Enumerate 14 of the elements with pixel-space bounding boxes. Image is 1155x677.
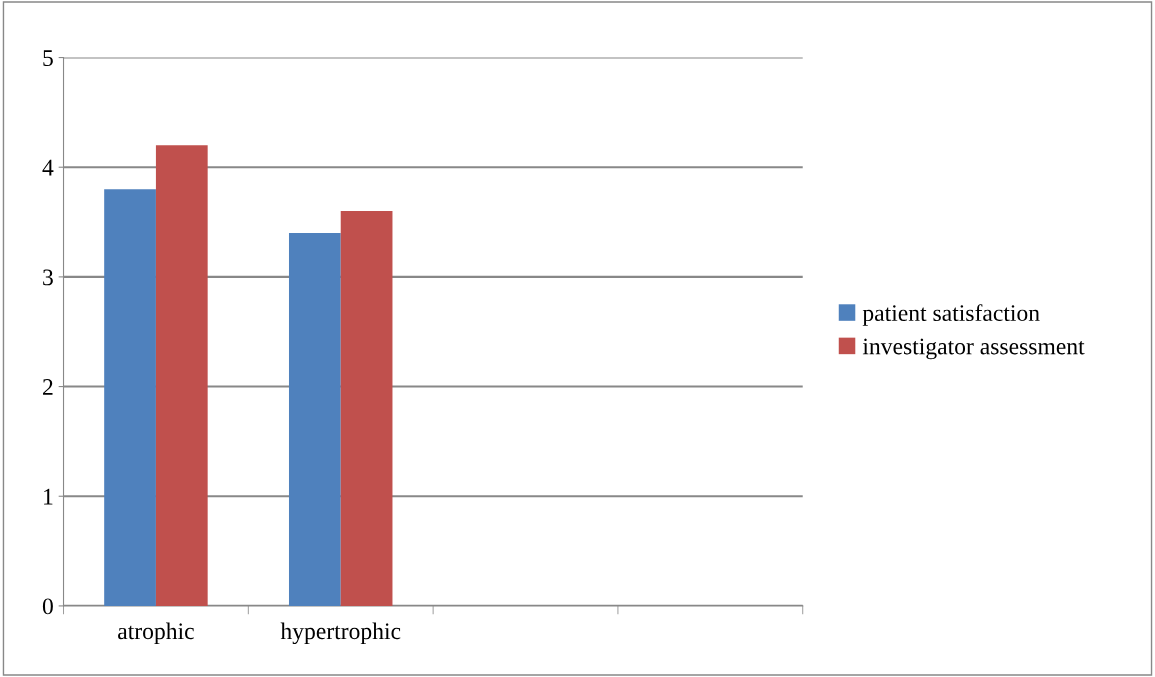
legend-label: investigator assessment xyxy=(862,338,1085,360)
bar xyxy=(155,145,208,606)
y-tick-label: 5 xyxy=(43,50,53,66)
x-tick-label: hypertrophic xyxy=(280,622,401,645)
bar xyxy=(340,211,393,606)
y-tick-label: 3 xyxy=(43,269,53,286)
x-tick-label: atrophic xyxy=(118,622,194,644)
bar xyxy=(288,233,341,606)
bar xyxy=(104,189,156,606)
y-tick-label: 0 xyxy=(42,598,53,615)
y-tick-label: 4 xyxy=(42,159,54,176)
y-tick-label: 1 xyxy=(44,488,53,505)
y-tick-label: 2 xyxy=(43,379,53,395)
legend-label: patient satisfaction xyxy=(862,304,1040,326)
